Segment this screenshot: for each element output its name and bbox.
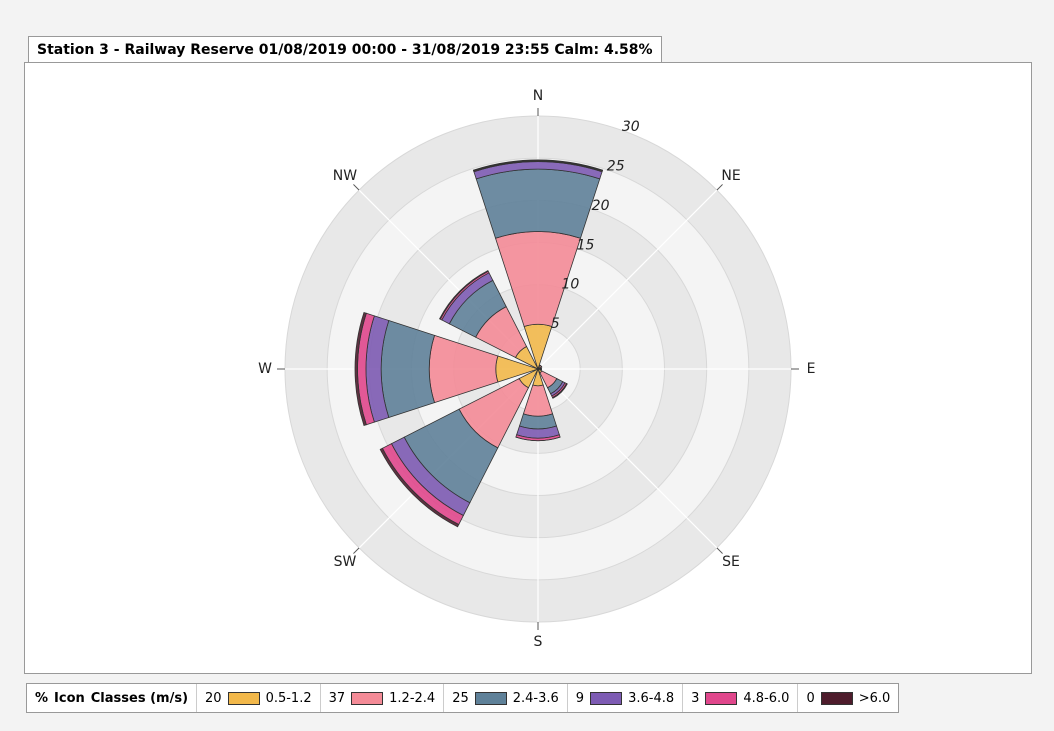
sector-segment bbox=[354, 311, 367, 427]
direction-label: E bbox=[807, 361, 816, 377]
radial-tick-label: 15 bbox=[577, 237, 595, 253]
legend-swatch bbox=[820, 691, 853, 705]
spoke-tick bbox=[353, 184, 360, 191]
legend-item: 37 1.2-2.4 bbox=[321, 684, 445, 712]
chart-panel: N NE E SE S SW W NW 5 10 15 20 25 30 bbox=[24, 62, 1032, 674]
legend-percent: 0 bbox=[806, 690, 815, 706]
direction-label: W bbox=[258, 361, 272, 377]
radial-tick-label: 5 bbox=[551, 316, 560, 332]
legend-swatch bbox=[474, 691, 507, 705]
radial-tick-label: 20 bbox=[592, 198, 610, 214]
legend-header-icon: Icon bbox=[54, 690, 85, 706]
legend-label: 1.2-2.4 bbox=[389, 690, 436, 706]
legend: % Icon Classes (m/s) 20 0.5-1.2 37 1.2-2.4 2… bbox=[26, 683, 900, 713]
direction-label: SW bbox=[334, 554, 357, 570]
direction-label: N bbox=[533, 88, 543, 104]
sector-segment bbox=[472, 159, 604, 172]
spoke-tick bbox=[353, 547, 360, 554]
sector-segment bbox=[515, 436, 561, 442]
chart-title: Station 3 - Railway Reserve 01/08/2019 0… bbox=[28, 36, 662, 63]
legend-label: 0.5-1.2 bbox=[265, 690, 312, 706]
spoke-tick bbox=[716, 547, 723, 554]
spoke bbox=[537, 184, 723, 370]
legend-item: 25 2.4-3.6 bbox=[444, 684, 568, 712]
legend-header: % Icon Classes (m/s) bbox=[27, 684, 198, 712]
spoke bbox=[537, 368, 723, 554]
legend-header-classes: Classes (m/s) bbox=[90, 690, 189, 706]
legend-swatch bbox=[351, 691, 384, 705]
radial-tick-label: 25 bbox=[607, 159, 625, 175]
legend-item: 9 3.6-4.8 bbox=[568, 684, 684, 712]
radial-tick-label: 30 bbox=[622, 119, 640, 135]
legend-label: >6.0 bbox=[858, 690, 891, 706]
radial-tick-label: 10 bbox=[561, 277, 579, 293]
legend-percent: 25 bbox=[452, 690, 469, 706]
legend-item: 0 >6.0 bbox=[798, 684, 898, 712]
sector-segment bbox=[552, 383, 568, 399]
sector-segment bbox=[379, 447, 460, 528]
direction-label: NW bbox=[333, 168, 357, 184]
direction-label: S bbox=[534, 634, 543, 650]
legend-swatch bbox=[705, 691, 738, 705]
legend-label: 4.8-6.0 bbox=[743, 690, 790, 706]
legend-percent: 3 bbox=[691, 690, 700, 706]
spoke-tick bbox=[716, 184, 723, 191]
legend-percent: 9 bbox=[575, 690, 585, 706]
legend-label: 3.6-4.8 bbox=[628, 690, 675, 706]
sector-segment bbox=[518, 413, 558, 430]
sector-segment bbox=[439, 270, 489, 320]
legend-item: 20 0.5-1.2 bbox=[197, 684, 321, 712]
legend-label: 2.4-3.6 bbox=[512, 690, 559, 706]
sector-segment bbox=[380, 320, 436, 418]
direction-label: SE bbox=[722, 554, 740, 570]
wind-rose: N NE E SE S SW W NW 5 10 15 20 25 30 bbox=[258, 88, 816, 650]
sector-segment bbox=[475, 168, 601, 239]
legend-header-percent: % bbox=[35, 690, 49, 706]
legend-item: 3 4.8-6.0 bbox=[683, 684, 799, 712]
direction-label: NE bbox=[721, 168, 740, 184]
legend-swatch bbox=[227, 691, 260, 705]
legend-percent: 37 bbox=[328, 690, 346, 706]
legend-swatch bbox=[590, 691, 623, 705]
legend-percent: 20 bbox=[205, 690, 222, 706]
